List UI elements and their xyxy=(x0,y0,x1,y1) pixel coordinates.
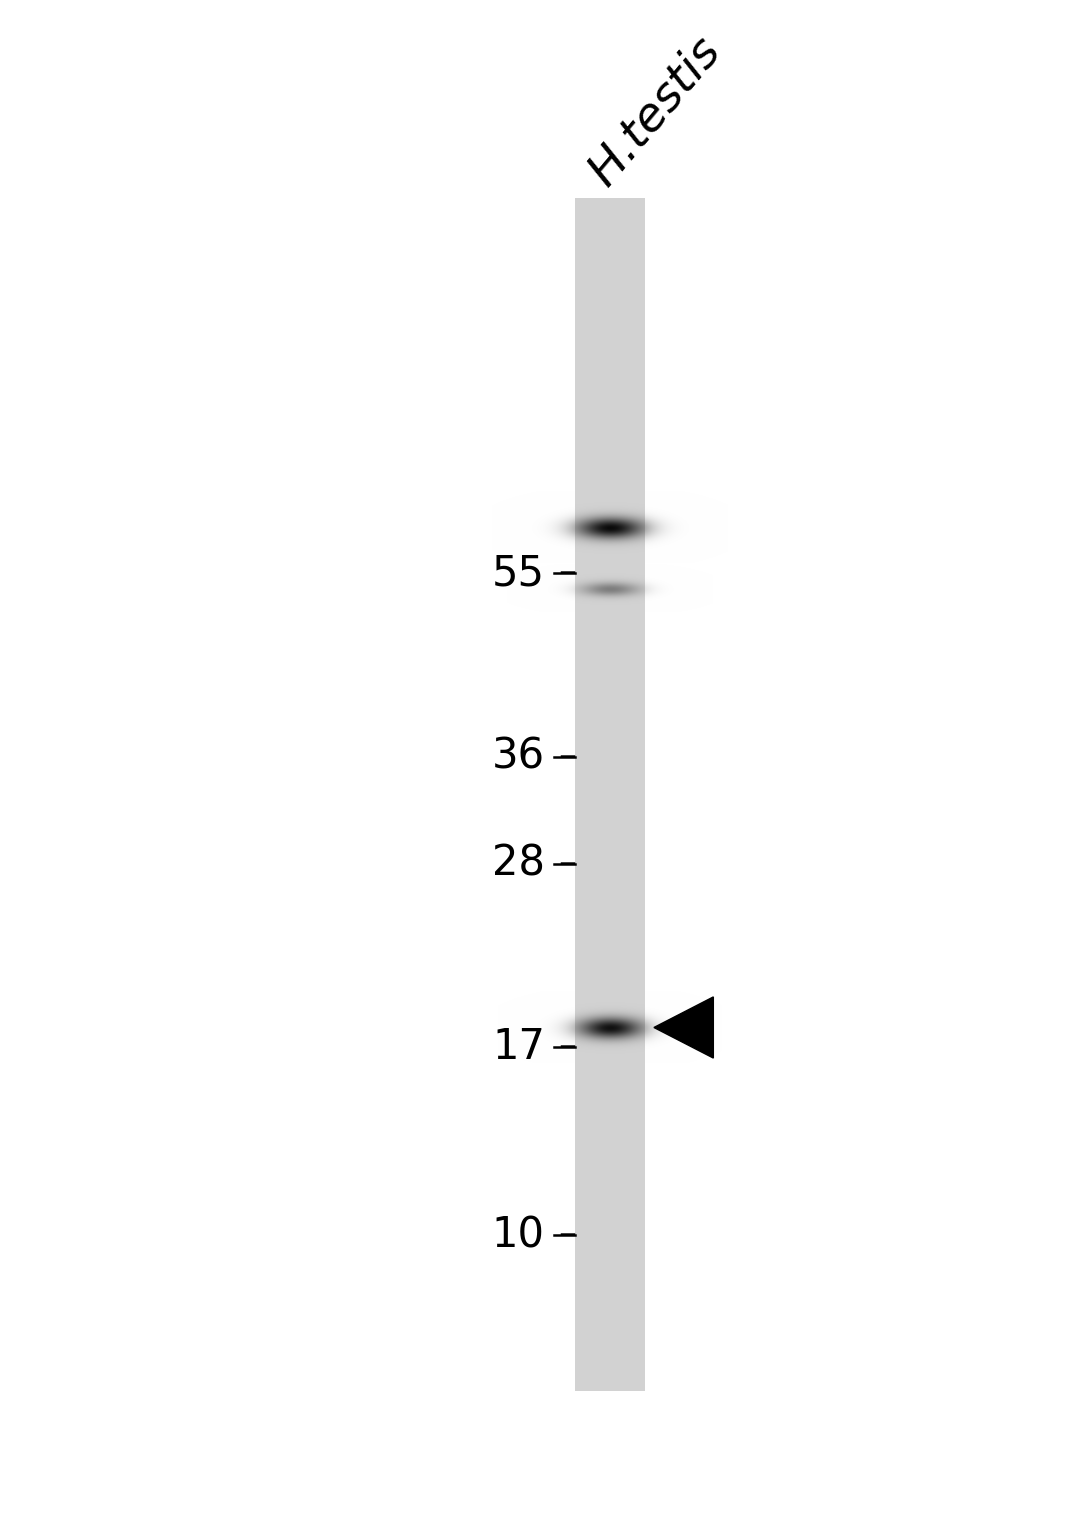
Text: H.testis: H.testis xyxy=(581,28,730,194)
Text: –: – xyxy=(558,847,576,881)
Text: –: – xyxy=(558,1219,576,1252)
Text: –: – xyxy=(558,740,576,774)
Polygon shape xyxy=(653,997,713,1058)
Text: –: – xyxy=(558,557,576,590)
Text: 55: 55 xyxy=(491,552,545,595)
Text: 17: 17 xyxy=(492,1026,545,1069)
Text: –: – xyxy=(558,1031,576,1064)
Text: 10: 10 xyxy=(491,1214,545,1257)
Text: 28: 28 xyxy=(491,842,545,885)
Text: 36: 36 xyxy=(491,735,545,778)
